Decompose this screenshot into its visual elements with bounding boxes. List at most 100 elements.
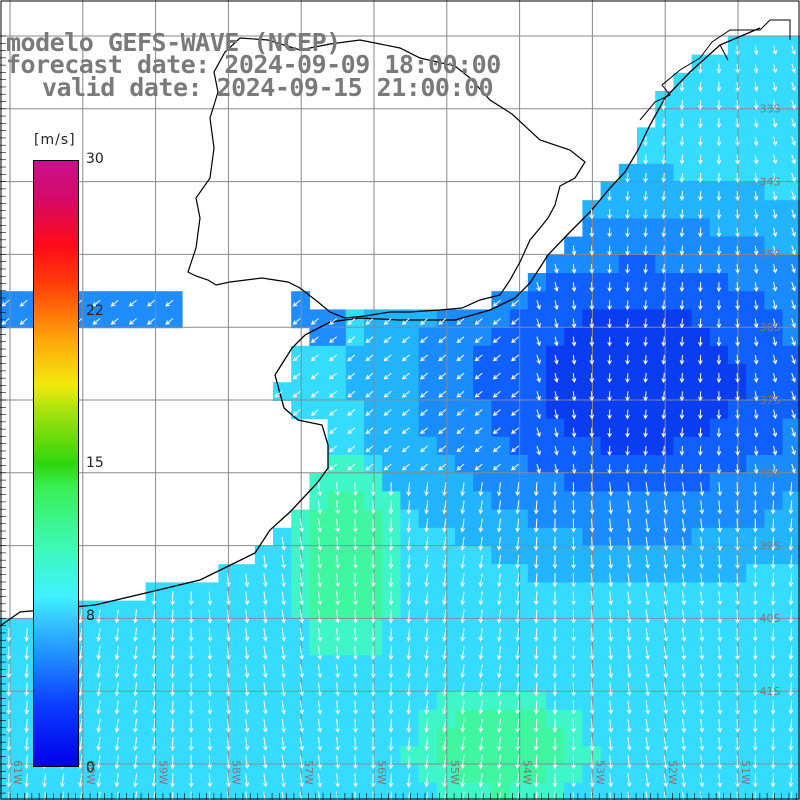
wind-arrow [770,773,776,788]
wind-arrow [310,409,319,416]
wind-arrow [335,500,340,515]
wind-arrow [626,482,632,497]
wind-arrow [661,100,667,111]
wind-arrow [474,318,483,325]
wind-cell [36,782,56,800]
colorbar-tick-0: 0 [86,760,95,776]
wind-arrow [625,445,630,456]
wind-arrow [317,609,323,624]
wind-arrow [370,755,376,770]
wind-arrow [244,700,250,715]
wind-arrow [735,45,740,56]
wind-arrow [62,791,65,800]
wind-arrow [533,682,539,697]
wind-arrow [347,372,356,380]
wind-arrow [420,409,429,416]
wind-arrow [735,300,740,311]
wind-arrow [353,609,358,624]
wind-arrow [317,682,323,697]
wind-arrow [626,737,632,752]
wind-arrow [643,373,648,384]
wind-arrow [78,773,83,788]
wind-arrow [96,609,101,624]
wind-arrow [772,227,778,238]
wind-arrow [645,755,650,770]
wind-arrow [735,682,740,697]
wind-arrow [151,591,157,606]
wind-arrow [770,555,776,570]
wind-arrow [679,245,685,256]
wind-cell [473,418,492,438]
wind-arrow [772,354,778,365]
wind-arrow [752,482,758,497]
wind-arrow [496,700,502,715]
wind-cell [509,455,529,474]
wind-cell [418,364,438,383]
wind-arrow [133,700,138,715]
wind-arrow [770,573,776,588]
wind-arrow [735,172,740,183]
wind-arrow [317,518,323,533]
wind-cell [291,382,310,401]
wind-cell [273,382,292,401]
wind-arrow [663,664,669,679]
wind-arrow [643,245,648,256]
wind-arrow [608,609,614,624]
wind-arrow [536,427,541,438]
wind-arrow [6,700,12,715]
wind-arrow [589,573,595,588]
wind-arrow [442,518,447,533]
wind-arrow [735,191,740,202]
wind-arrow [735,536,740,551]
wind-cell [145,309,165,329]
wind-arrow [608,682,614,697]
wind-arrow [515,573,521,588]
wind-cell [236,782,256,800]
wind-arrow [699,755,705,770]
wind-arrow [753,172,759,183]
wind-arrow [262,700,268,715]
wind-arrow [752,664,758,679]
wind-arrow [478,555,484,570]
wind-arrow [292,299,301,307]
wind-arrow [460,664,465,679]
wind-arrow [663,718,669,733]
wind-arrow [589,755,595,770]
wind-arrow [663,791,667,800]
wind-cell [709,782,729,800]
wind-arrow [661,191,667,202]
wind-arrow [372,791,374,800]
wind-arrow [752,555,758,570]
wind-arrow [281,755,286,770]
wind-arrow [716,63,722,74]
wind-arrow [474,445,483,453]
wind-arrow [114,664,120,679]
wind-arrow [478,773,484,788]
wind-arrow [698,81,703,92]
wind-arrow [788,646,794,661]
wind-arrow [716,409,722,420]
wind-arrow [589,536,595,551]
wind-arrow [533,555,539,570]
wind-arrow [681,646,687,661]
forecast-date-label: forecast date: 2024-09-09 18:00:00 [6,50,501,79]
wind-arrow [335,591,340,606]
wind-arrow [735,591,740,606]
wind-arrow [420,336,429,344]
wind-arrow [263,791,266,800]
wind-arrow [442,482,447,497]
wind-cell [327,327,347,347]
wind-arrow [262,773,268,788]
wind-cell [291,309,310,329]
wind-arrow [442,573,447,588]
lon-label: 55W [448,760,461,785]
wind-arrow [299,591,305,606]
wind-arrow [772,281,778,292]
wind-arrow [754,791,756,800]
wind-arrow [133,755,138,770]
wind-arrow [515,737,521,752]
wind-arrow [552,518,558,533]
wind-arrow [207,609,213,624]
wind-arrow [317,700,323,715]
wind-arrow [663,482,669,497]
